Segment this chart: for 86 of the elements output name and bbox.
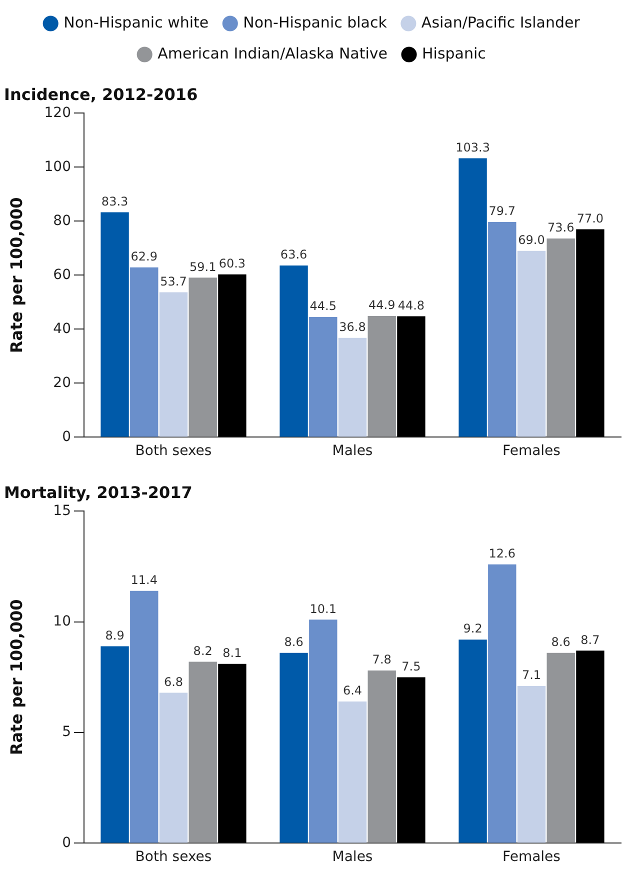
bar <box>280 652 308 843</box>
bar <box>458 640 487 843</box>
y-tick-label: 0 <box>62 428 71 445</box>
bar <box>130 590 158 843</box>
data-label: 103.3 <box>456 140 490 154</box>
legend-label: Non-Hispanic black <box>243 13 388 32</box>
bar <box>397 677 426 843</box>
data-label: 62.9 <box>130 249 158 264</box>
bar <box>546 238 575 437</box>
bar <box>458 158 487 437</box>
x-tick-label: Females <box>502 443 560 460</box>
chart-title: Mortality, 2013-2017 <box>4 482 192 502</box>
data-label: 44.5 <box>310 299 337 314</box>
bar <box>576 229 604 437</box>
data-label: 83.3 <box>101 194 128 208</box>
y-tick-label: 20 <box>53 374 71 391</box>
y-tick-label: 0 <box>62 834 71 851</box>
y-tick-label: 80 <box>53 212 71 229</box>
bar <box>488 564 516 843</box>
y-tick-label: 120 <box>44 104 71 121</box>
bar <box>517 250 546 437</box>
bar <box>546 652 575 843</box>
bar <box>218 664 246 843</box>
bar <box>338 338 367 437</box>
data-label: 8.1 <box>222 646 242 660</box>
bar <box>280 265 308 437</box>
data-label: 10.1 <box>310 602 337 616</box>
data-label: 69.0 <box>518 233 545 248</box>
data-label: 44.9 <box>368 298 396 312</box>
bar <box>100 646 129 843</box>
data-label: 8.2 <box>193 644 212 658</box>
data-label: 8.7 <box>580 632 600 647</box>
y-tick-label: 10 <box>53 614 71 630</box>
bar <box>368 670 396 843</box>
bar <box>188 662 217 843</box>
x-tick-label: Males <box>332 443 373 460</box>
bar <box>338 702 367 843</box>
data-label: 7.1 <box>522 668 542 682</box>
x-tick-label: Males <box>332 849 373 866</box>
data-label: 63.6 <box>280 248 308 262</box>
data-label: 8.6 <box>551 634 570 649</box>
x-tick-label: Females <box>502 849 560 866</box>
y-tick-label: 100 <box>44 158 71 175</box>
data-label: 8.9 <box>105 628 124 642</box>
data-label: 79.7 <box>488 204 516 218</box>
data-label: 77.0 <box>576 211 604 226</box>
data-label: 12.6 <box>488 546 516 560</box>
x-tick-label: Both sexes <box>135 443 212 460</box>
bar <box>159 692 188 843</box>
bar <box>130 267 158 437</box>
data-label: 59.1 <box>189 260 216 274</box>
y-tick-label: 15 <box>53 502 71 519</box>
data-label: 11.4 <box>130 573 158 588</box>
data-label: 36.8 <box>339 320 366 334</box>
bar <box>159 292 188 437</box>
data-label: 73.6 <box>547 220 574 235</box>
data-label: 6.8 <box>164 674 184 689</box>
y-tick-label: 60 <box>53 266 71 283</box>
legend-label: Hispanic <box>422 44 486 62</box>
bar <box>488 222 516 437</box>
bar <box>576 650 604 843</box>
bar <box>309 317 338 437</box>
legend-label: Asian/Pacific Islander <box>421 13 581 32</box>
data-label: 8.6 <box>284 634 304 649</box>
bar <box>517 686 546 843</box>
bar <box>100 212 129 437</box>
data-label: 7.5 <box>402 659 421 674</box>
bar <box>397 316 426 437</box>
bar <box>218 274 246 437</box>
legend-label: American Indian/Alaska Native <box>158 44 388 62</box>
data-label: 60.3 <box>218 256 246 271</box>
x-tick-label: Both sexes <box>135 849 212 866</box>
y-tick-label: 40 <box>53 320 71 337</box>
legend-label: Non-Hispanic white <box>64 13 209 32</box>
data-label: 44.8 <box>398 298 425 312</box>
y-axis-title: Rate per 100,000 <box>6 197 26 354</box>
data-label: 53.7 <box>160 274 187 288</box>
bar <box>368 316 396 437</box>
chart-title: Incidence, 2012-2016 <box>4 84 198 104</box>
data-label: 6.4 <box>342 684 362 698</box>
data-label: 9.2 <box>463 622 482 636</box>
bar <box>309 620 338 843</box>
data-label: 7.8 <box>372 652 392 667</box>
y-tick-label: 5 <box>62 724 71 740</box>
bar <box>188 278 217 437</box>
y-axis-title: Rate per 100,000 <box>6 599 26 756</box>
